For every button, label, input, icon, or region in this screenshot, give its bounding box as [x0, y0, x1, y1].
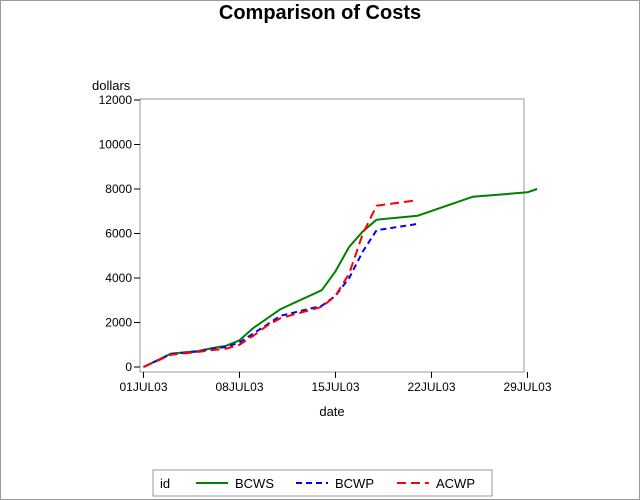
plot-area-frame	[139, 98, 525, 373]
series-line-bcws	[143, 188, 538, 368]
x-tick-label: 01JUL03	[119, 380, 167, 394]
x-tick-label: 08JUL03	[215, 380, 263, 394]
legend-label-acwp: ACWP	[436, 476, 475, 491]
y-tick-label: 6000	[105, 227, 132, 241]
x-tick-label: 29JUL03	[503, 380, 551, 394]
y-tick-label: 0	[125, 360, 132, 374]
x-tick-label: 22JUL03	[407, 380, 455, 394]
y-tick-label: 10000	[99, 138, 133, 152]
y-tick-label: 4000	[105, 271, 132, 285]
y-axis-label: dollars	[92, 78, 131, 93]
legend-box	[152, 469, 493, 497]
chart-title: Comparison of Costs	[218, 2, 422, 24]
y-tick-label: 8000	[105, 182, 132, 196]
series-line-acwp	[143, 199, 418, 368]
x-axis-label: date	[319, 404, 344, 419]
series-line-bcwp	[143, 222, 418, 368]
legend-title: id	[160, 476, 170, 491]
legend-label-bcws: BCWS	[235, 476, 274, 491]
legend-label-bcwp: BCWP	[335, 476, 374, 491]
x-tick-label: 15JUL03	[311, 380, 359, 394]
y-tick-label: 12000	[99, 93, 133, 107]
y-tick-label: 2000	[105, 316, 132, 330]
